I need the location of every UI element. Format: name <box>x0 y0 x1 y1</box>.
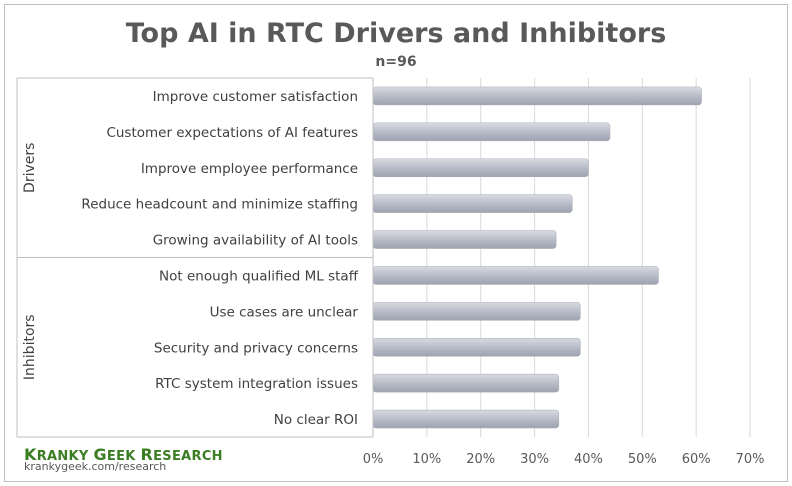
category-label: RTC system integration issues <box>155 376 358 392</box>
bar <box>372 158 589 177</box>
brand-initial-k: K <box>24 445 37 464</box>
bar <box>372 302 581 321</box>
category-label: Reduce headcount and minimize staffing <box>81 197 358 213</box>
group-label: Drivers <box>22 143 38 193</box>
bar <box>372 373 560 393</box>
brand-word-ranky: RANKY <box>36 449 89 464</box>
category-label: Improve employee performance <box>141 161 358 177</box>
x-tick-label: 0% <box>363 452 384 467</box>
group-label: Inhibitors <box>22 314 38 380</box>
x-tick-label: 70% <box>736 452 765 467</box>
bar <box>372 122 611 142</box>
bar <box>372 266 659 285</box>
category-label: Customer expectations of AI features <box>106 125 358 141</box>
x-tick-label: 50% <box>628 452 657 467</box>
category-label: Not enough qualified ML staff <box>159 268 359 284</box>
category-label: Security and privacy concerns <box>154 340 358 356</box>
x-tick-label: 30% <box>520 452 549 467</box>
x-tick-label: 40% <box>574 452 603 467</box>
brand-initial-r: R <box>140 445 154 464</box>
category-label: Use cases are unclear <box>210 304 359 320</box>
bar <box>372 86 702 106</box>
brand-initial-g: G <box>93 445 107 464</box>
x-tick-label: 60% <box>682 452 711 467</box>
brand-word-research: ESEARCH <box>153 449 223 464</box>
chart-subtitle: n=96 <box>375 54 417 70</box>
bar <box>372 194 573 213</box>
bar <box>372 230 557 249</box>
bar <box>372 409 560 429</box>
bar <box>372 338 581 357</box>
chart-title: Top AI in RTC Drivers and Inhibitors <box>125 18 667 49</box>
category-label: Growing availability of AI tools <box>153 233 358 249</box>
category-label: No clear ROI <box>274 412 358 428</box>
brand-url: krankygeek.com/research <box>24 460 167 473</box>
brand-word-geek: EEK <box>106 449 136 464</box>
x-tick-label: 10% <box>412 452 441 467</box>
category-label: Improve customer satisfaction <box>153 89 358 105</box>
brand-logo-text: KRANKY GEEK RESEARCH <box>24 445 223 464</box>
x-tick-label: 20% <box>466 452 495 467</box>
